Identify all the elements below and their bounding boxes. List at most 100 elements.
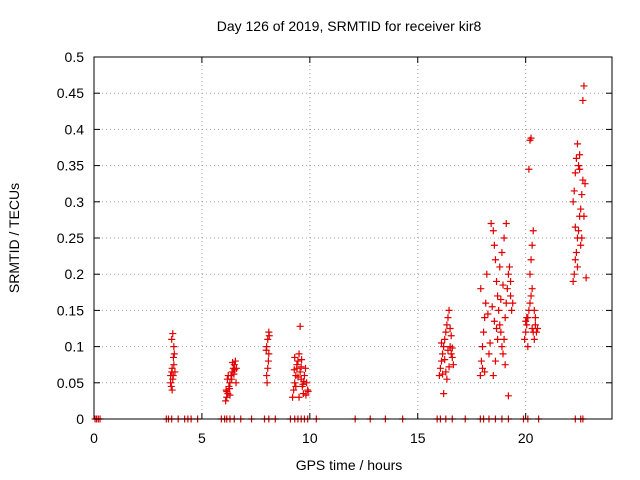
- data-point: [499, 350, 507, 358]
- data-point: [302, 364, 310, 372]
- data-point: [168, 335, 176, 343]
- data-point: [480, 328, 488, 336]
- data-point: [488, 303, 496, 311]
- data-point: [573, 263, 581, 271]
- data-point: [508, 306, 516, 314]
- data-point: [300, 372, 308, 380]
- data-point: [167, 379, 175, 387]
- data-point: [264, 335, 272, 343]
- data-point: [304, 387, 312, 395]
- data-point: [293, 361, 301, 369]
- data-point: [264, 357, 272, 365]
- y-tick-label: 0.45: [57, 85, 84, 101]
- x-tick-label: 20: [518, 430, 534, 446]
- y-tick-label: 0.25: [57, 230, 84, 246]
- y-tick-label: 0.5: [65, 49, 85, 65]
- data-point: [232, 379, 240, 387]
- x-tick-label: 0: [90, 430, 98, 446]
- data-point: [441, 335, 449, 343]
- data-point: [445, 363, 453, 371]
- data-point: [477, 285, 485, 293]
- data-point: [302, 391, 310, 399]
- data-point: [509, 299, 517, 307]
- data-point: [522, 317, 530, 325]
- x-tick-label: 5: [198, 430, 206, 446]
- data-point: [504, 270, 512, 278]
- data-point: [445, 306, 453, 314]
- data-point: [441, 356, 449, 364]
- data-point: [529, 227, 537, 235]
- data-point: [528, 241, 536, 249]
- data-point: [528, 285, 536, 293]
- plot-frame: [93, 56, 613, 420]
- data-point: [484, 310, 492, 318]
- data-point: [494, 335, 502, 343]
- y-tick-label: 0.1: [65, 339, 85, 355]
- y-tick-label: 0.3: [65, 194, 85, 210]
- data-point: [523, 321, 531, 329]
- data-point: [504, 392, 512, 400]
- data-point: [530, 306, 538, 314]
- data-point: [497, 328, 505, 336]
- data-point: [479, 343, 486, 351]
- data-point: [447, 350, 455, 358]
- data-point: [524, 343, 532, 351]
- data-point: [291, 353, 299, 361]
- data-point: [228, 375, 236, 383]
- data-point: [502, 299, 510, 307]
- data-point: [448, 353, 456, 361]
- data-point: [437, 357, 445, 365]
- data-point: [264, 364, 272, 372]
- data-point: [487, 220, 495, 228]
- data-point: [505, 263, 513, 271]
- data-point: [167, 382, 175, 390]
- data-point: [525, 165, 533, 173]
- data-point: [572, 154, 580, 162]
- data-point: [579, 96, 587, 104]
- data-point: [534, 325, 542, 332]
- data-point: [296, 322, 304, 330]
- data-point: [489, 227, 497, 235]
- data-point: [569, 277, 577, 285]
- data-point: [501, 314, 509, 322]
- data-point: [578, 191, 586, 199]
- data-point: [523, 314, 531, 322]
- data-point: [223, 387, 231, 395]
- data-point: [440, 343, 448, 351]
- data-point: [527, 292, 535, 300]
- data-point: [486, 339, 494, 347]
- data-point: [495, 306, 503, 314]
- data-point: [485, 350, 493, 358]
- y-tick-label: 0: [76, 411, 84, 427]
- data-point: [296, 368, 304, 376]
- data-point: [224, 372, 232, 380]
- data-point: [501, 361, 509, 369]
- data-point: [297, 363, 305, 371]
- data-point: [290, 366, 298, 374]
- data-point: [435, 372, 443, 380]
- data-point: [300, 377, 308, 385]
- data-point: [579, 176, 587, 184]
- data-point: [439, 350, 447, 358]
- data-point: [570, 270, 578, 278]
- data-point: [576, 151, 584, 159]
- y-tick-label: 0.4: [65, 121, 85, 137]
- data-point: [265, 332, 273, 340]
- data-point: [230, 370, 238, 378]
- data-point: [500, 234, 508, 242]
- data-point: [503, 285, 511, 293]
- x-tick-label: 15: [410, 430, 426, 446]
- data-point: [577, 241, 585, 249]
- data-point: [295, 350, 303, 358]
- data-point: [493, 325, 501, 332]
- data-point: [496, 321, 504, 329]
- data-point: [582, 274, 590, 282]
- data-point: [571, 223, 579, 231]
- data-point: [494, 292, 502, 300]
- grid-layer: [94, 57, 612, 419]
- data-point: [444, 346, 452, 354]
- data-point: [232, 364, 240, 372]
- data-point: [439, 370, 447, 378]
- data-point: [168, 386, 176, 394]
